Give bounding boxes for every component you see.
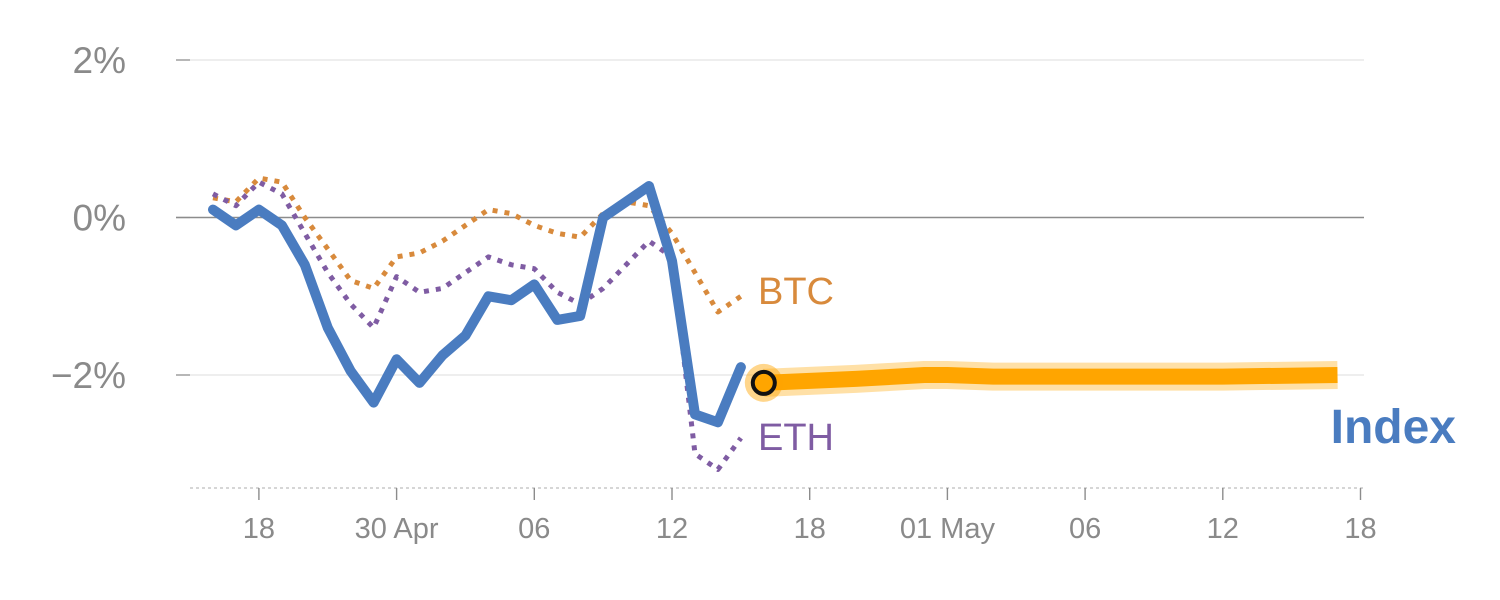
forecast-line	[763, 367, 1338, 391]
x-tick-label: 12	[656, 513, 688, 545]
y-tick-label: −2%	[51, 355, 126, 396]
x-tick-label: 12	[1207, 513, 1239, 545]
x-tick-label: 18	[1344, 513, 1376, 545]
x-tick-label: 30 Apr	[355, 513, 439, 545]
series-layer	[208, 175, 1338, 472]
series-labels: BTC ETH Index	[758, 271, 1456, 459]
current-point-marker	[750, 369, 777, 396]
grid-layer	[176, 59, 1364, 376]
series-line-eth	[211, 179, 743, 472]
x-tick-label: 06	[1069, 513, 1101, 545]
series-line-index	[208, 181, 746, 428]
series-label-index: Index	[1331, 401, 1457, 454]
x-tick-label: 18	[243, 513, 275, 545]
y-axis: 2% 0% −2%	[51, 40, 190, 396]
x-tick-label: 06	[518, 513, 550, 545]
x-tick-label: 18	[794, 513, 826, 545]
series-label-eth: ETH	[758, 417, 834, 459]
y-tick-label: 2%	[73, 40, 126, 81]
x-axis: 18 30 Apr 06 12 18 01 May 06 12 18	[190, 487, 1377, 545]
series-label-btc: BTC	[758, 271, 834, 313]
y-tick-label: 0%	[73, 198, 126, 239]
x-tick-label: 01 May	[900, 513, 996, 545]
